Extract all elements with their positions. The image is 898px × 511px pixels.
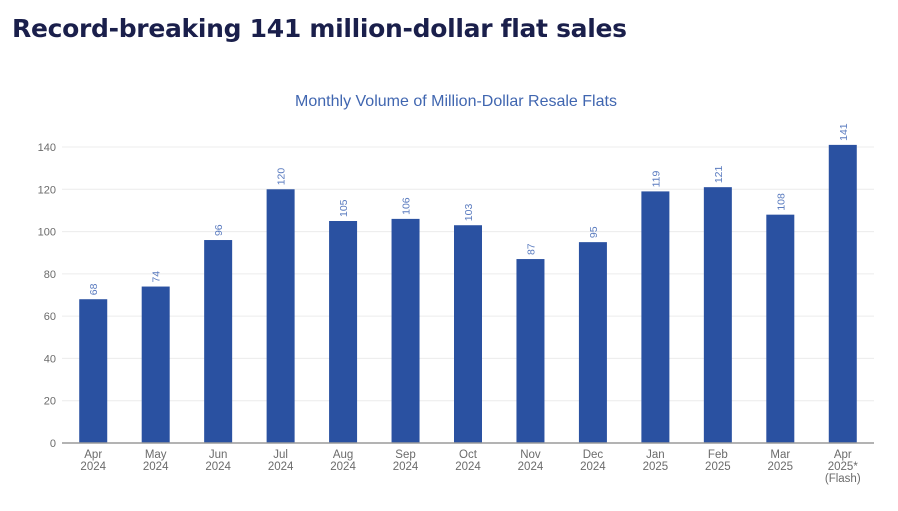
x-tick-label: Dec 2024 bbox=[580, 449, 606, 473]
x-tick-label-line: 2024 bbox=[518, 461, 544, 473]
y-tick-label: 40 bbox=[44, 353, 56, 365]
x-tick-label-line: 2025 bbox=[768, 461, 794, 473]
y-tick-label: 140 bbox=[38, 142, 56, 154]
x-tick-label: Apr 2025* (Flash) bbox=[825, 449, 861, 485]
x-tick-label-line: 2024 bbox=[80, 461, 106, 473]
data-label: 121 bbox=[713, 165, 725, 183]
bar bbox=[516, 259, 545, 443]
x-tick-label-line: 2024 bbox=[205, 461, 231, 473]
x-tick-label: Mar 2025 bbox=[768, 449, 794, 473]
data-label: 106 bbox=[401, 197, 413, 215]
x-tick-label: Apr 2024 bbox=[80, 449, 106, 473]
x-tick-label-line: Aug bbox=[333, 449, 353, 461]
bar bbox=[454, 225, 482, 443]
chart-title: Monthly Volume of Million-Dollar Resale … bbox=[295, 93, 617, 110]
x-tick-label-line: 2024 bbox=[580, 461, 606, 473]
x-tick-label-line: Apr bbox=[84, 449, 102, 461]
page-headline: Record-breaking 141 million-dollar flat … bbox=[12, 14, 627, 43]
bar bbox=[141, 286, 170, 443]
data-label: 120 bbox=[276, 168, 288, 186]
data-label: 119 bbox=[650, 171, 662, 188]
x-tick-label-line: 2025 bbox=[643, 461, 669, 473]
x-tick-label-line: May bbox=[145, 449, 167, 461]
x-tick-label-line: Feb bbox=[708, 449, 728, 461]
data-label: 74 bbox=[151, 271, 163, 283]
data-label: 141 bbox=[838, 123, 850, 141]
x-tick-label-line: Nov bbox=[520, 449, 541, 461]
x-tick-label-line: 2024 bbox=[455, 461, 481, 473]
x-tick-label-line: 2024 bbox=[268, 461, 294, 473]
x-tick-label-line: Sep bbox=[395, 449, 415, 461]
x-tick-label-line: Jun bbox=[209, 449, 228, 461]
x-tick-label: Oct 2024 bbox=[455, 449, 481, 473]
x-tick-label: Sep 2024 bbox=[393, 449, 419, 473]
bar bbox=[828, 144, 857, 443]
x-tick-label-line: 2025* bbox=[828, 461, 859, 473]
y-tick-label: 20 bbox=[44, 396, 56, 408]
x-tick-label-line: Jan bbox=[646, 449, 665, 461]
data-label: 103 bbox=[463, 204, 475, 222]
y-tick-label: 80 bbox=[44, 269, 56, 281]
x-tick-label: Aug 2024 bbox=[330, 449, 356, 473]
bar bbox=[391, 218, 420, 443]
bar bbox=[766, 214, 795, 443]
x-tick-label: Jan 2025 bbox=[643, 449, 669, 473]
data-label: 105 bbox=[338, 199, 350, 217]
y-tick-label: 120 bbox=[38, 184, 56, 196]
y-tick-label: 60 bbox=[44, 311, 56, 323]
x-tick-label-line: 2024 bbox=[393, 461, 419, 473]
x-tick-label: May 2024 bbox=[143, 449, 169, 473]
data-label: 87 bbox=[525, 243, 537, 255]
y-axis-ticks: 0 20 40 60 80 100 120 140 bbox=[38, 142, 56, 450]
bar bbox=[204, 240, 233, 443]
x-tick-label: Feb 2025 bbox=[705, 449, 731, 473]
x-tick-label-line: Mar bbox=[770, 449, 790, 461]
x-tick-label-line: Oct bbox=[459, 449, 478, 461]
x-tick-label-line: Apr bbox=[834, 449, 852, 461]
bar bbox=[79, 299, 108, 443]
data-label: 68 bbox=[88, 283, 100, 295]
bar bbox=[641, 191, 670, 443]
x-tick-label-line: 2024 bbox=[143, 461, 169, 473]
x-tick-label: Jul 2024 bbox=[268, 449, 294, 473]
bar bbox=[703, 187, 732, 443]
bar bbox=[266, 189, 295, 443]
y-tick-label: 0 bbox=[50, 438, 56, 450]
bars bbox=[79, 144, 857, 443]
x-tick-label: Jun 2024 bbox=[205, 449, 231, 473]
x-tick-label: Nov 2024 bbox=[518, 449, 544, 473]
bar bbox=[329, 221, 358, 443]
data-label: 108 bbox=[775, 193, 787, 211]
y-tick-label: 100 bbox=[38, 227, 56, 239]
x-tick-label-line: (Flash) bbox=[825, 473, 861, 485]
data-label: 96 bbox=[213, 224, 225, 236]
x-tick-label-line: 2024 bbox=[330, 461, 356, 473]
data-label: 95 bbox=[588, 226, 600, 238]
data-labels: 68 74 96 120 105 106 103 87 95 119 121 108 141 bbox=[88, 123, 850, 295]
x-tick-label-line: Dec bbox=[583, 449, 604, 461]
x-tick-label-line: Jul bbox=[273, 449, 288, 461]
x-tick-label-line: 2025 bbox=[705, 461, 731, 473]
bar bbox=[578, 242, 607, 443]
